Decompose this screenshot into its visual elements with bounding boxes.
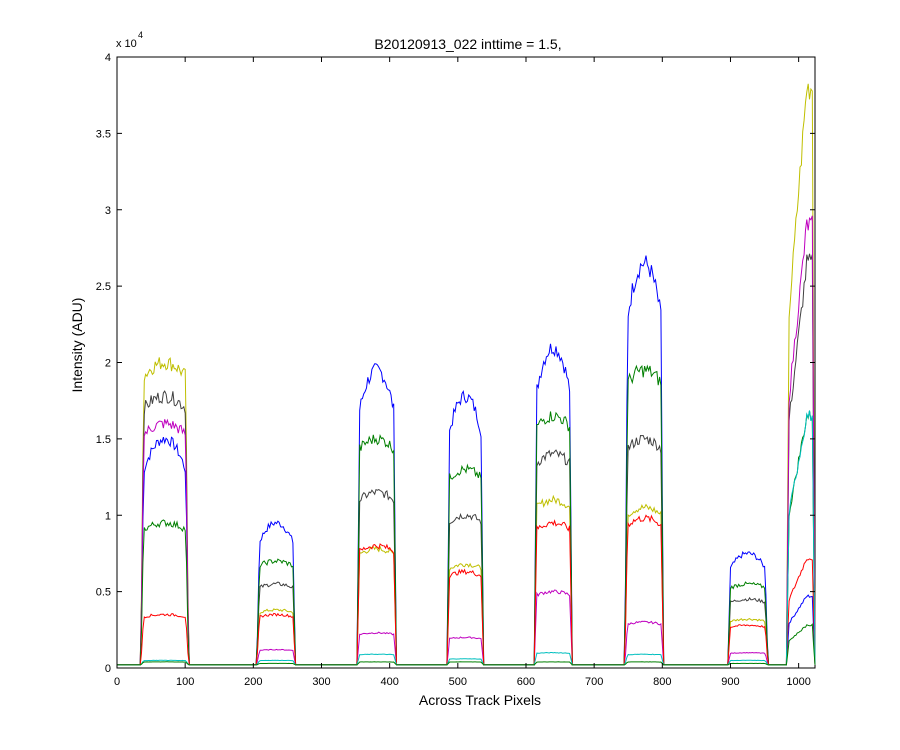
x-tick-label: 100 [176, 676, 194, 688]
y-axis-ticks: 0 0.5 1 1.5 2 2.5 3 3.5 4 [96, 52, 815, 675]
y-tick-label: 0 [105, 663, 111, 675]
chart-title: B20120913_022 inttime = 1.5, [374, 36, 561, 52]
x-tick-label: 800 [653, 676, 671, 688]
plot-area [116, 56, 816, 669]
y-exponent-base: x 10 [116, 38, 137, 50]
x-tick-label: 500 [449, 676, 467, 688]
y-tick-label: 1.5 [96, 434, 111, 446]
x-tick-label: 200 [244, 676, 262, 688]
x-tick-label: 1000 [786, 676, 810, 688]
x-axis-ticks: 0 100 200 300 400 500 600 700 800 900 1000 [114, 57, 811, 688]
y-tick-label: 4 [105, 52, 111, 64]
y-exponent-power: 4 [138, 30, 143, 40]
x-tick-label: 300 [312, 676, 330, 688]
y-tick-label: 1 [105, 510, 111, 522]
plot-frame [116, 56, 816, 669]
x-axis-label: Across Track Pixels [419, 692, 541, 708]
x-tick-label: 0 [114, 676, 120, 688]
x-tick-label: 600 [517, 676, 535, 688]
x-tick-label: 700 [585, 676, 603, 688]
y-tick-label: 2 [105, 358, 111, 370]
y-tick-label: 0.5 [96, 587, 111, 599]
y-tick-label: 3.5 [96, 128, 111, 140]
x-tick-label: 900 [721, 676, 739, 688]
y-tick-label: 2.5 [96, 281, 111, 293]
y-axis-label: Intensity (ADU) [69, 298, 85, 393]
series-line-8 [117, 623, 816, 666]
x-tick-label: 400 [380, 676, 398, 688]
y-tick-label: 3 [105, 205, 111, 217]
series-layer [117, 83, 816, 666]
